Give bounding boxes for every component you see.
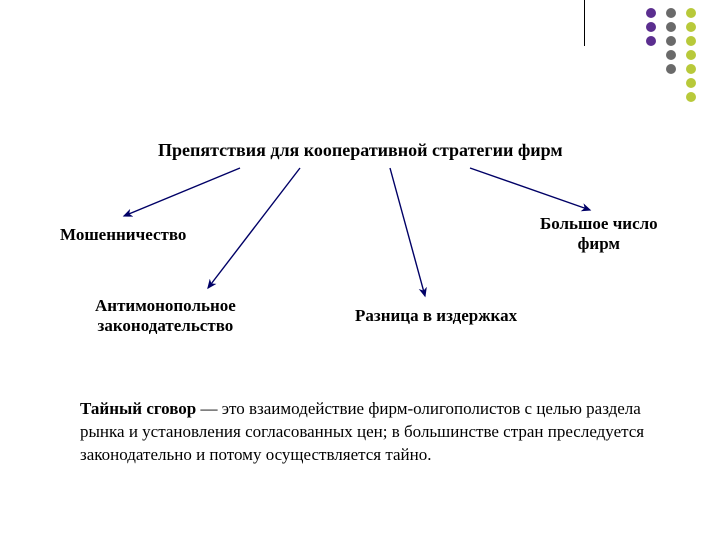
decor-dot [686,22,696,32]
node-antitrust: Антимонопольное законодательство [95,296,236,337]
node-cost-diff: Разница в издержках [355,306,517,326]
decor-dot [686,50,696,60]
definition-paragraph: Тайный сговор — это взаимодействие фирм-… [80,398,650,467]
node-antitrust-l1: Антимонопольное [95,296,236,315]
decor-dot-grid [640,8,696,106]
node-fraud: Мошенничество [60,225,186,245]
decor-dot [666,50,676,60]
decor-vline [584,0,585,46]
node-large-firms: Большое число фирм [540,214,658,255]
decor-dot [666,8,676,18]
node-cost-diff-label: Разница в издержках [355,306,517,325]
decor-dot [646,36,656,46]
dot-col-1 [646,8,656,50]
decor-dot [686,78,696,88]
node-fraud-label: Мошенничество [60,225,186,244]
diagram-arrow [208,168,300,288]
decor-dot [646,22,656,32]
decor-dot [686,64,696,74]
dot-col-3 [686,8,696,106]
diagram-arrow [124,168,240,216]
node-antitrust-l2: законодательство [98,316,234,335]
decor-dot [686,92,696,102]
node-large-firms-l1: Большое число [540,214,658,233]
decor-dot [666,64,676,74]
decor-dot [666,22,676,32]
diagram-arrow [470,168,590,210]
node-large-firms-l2: фирм [578,234,620,253]
dot-col-2 [666,8,676,78]
decor-dot [646,8,656,18]
decor-dot [686,36,696,46]
definition-term: Тайный сговор [80,399,196,418]
diagram-arrow [390,168,425,296]
decor-dot [686,8,696,18]
decor-dot [666,36,676,46]
diagram-title: Препятствия для кооперативной стратегии … [158,140,563,161]
